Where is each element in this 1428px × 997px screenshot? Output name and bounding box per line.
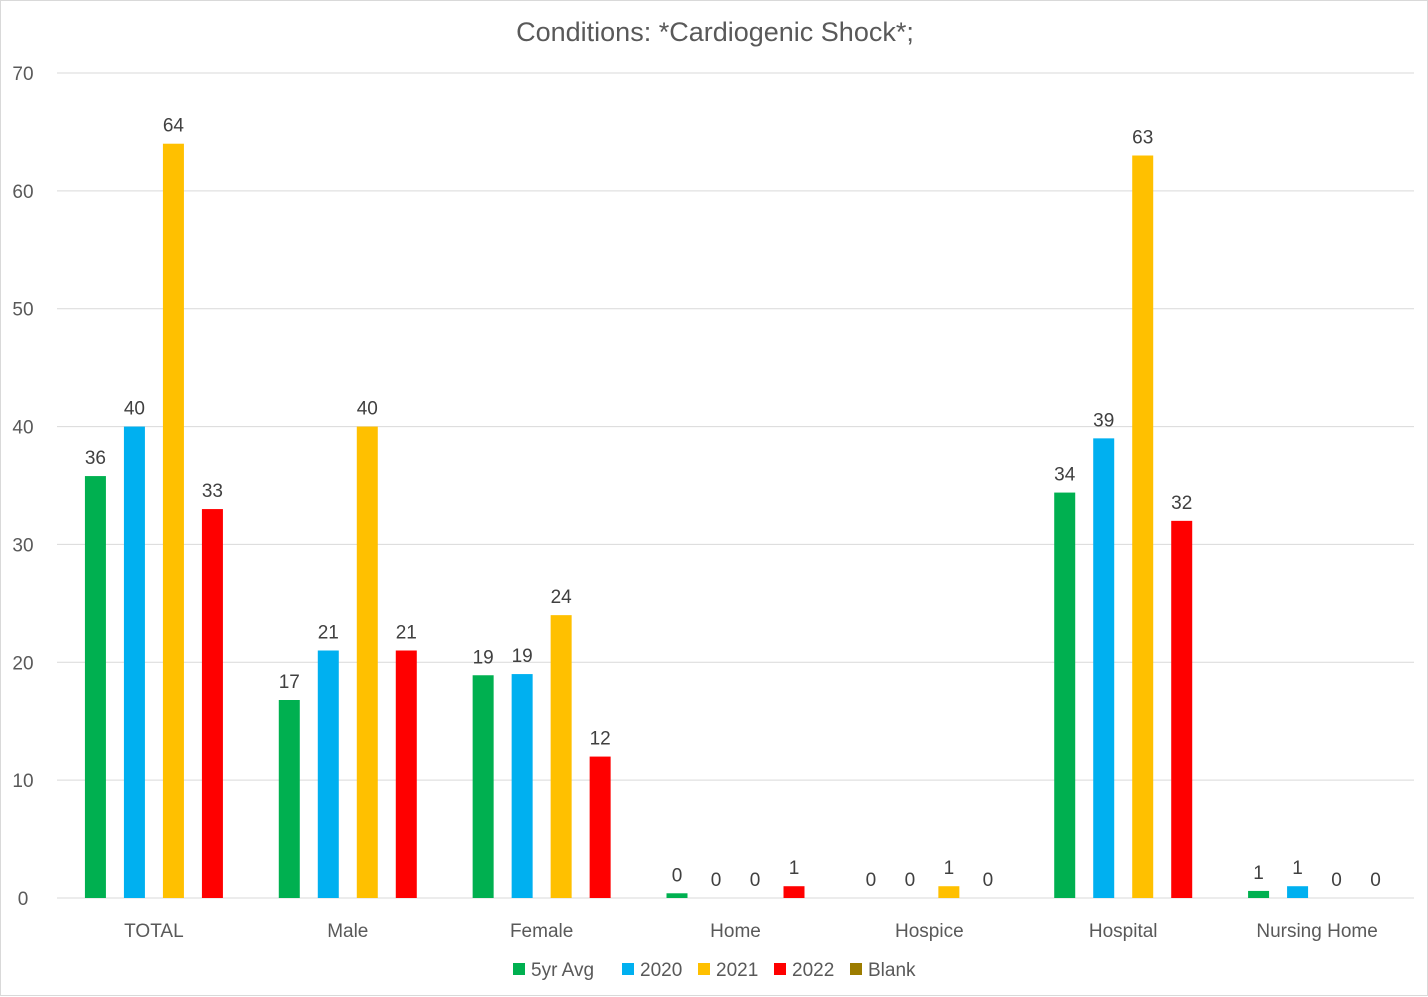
legend-label: 2021: [716, 960, 758, 981]
bar: [550, 615, 572, 898]
bar: [666, 893, 688, 898]
x-category-label: TOTAL: [124, 921, 183, 942]
data-label: 1: [1253, 863, 1264, 884]
y-tick-label: 40: [12, 418, 33, 439]
data-label: 0: [1331, 870, 1342, 891]
data-label: 0: [672, 865, 683, 886]
bars: [84, 143, 1309, 898]
y-axis-ticks: 0 10 20 30 40 50 60 70: [12, 64, 33, 910]
bar: [395, 650, 417, 898]
data-label: 1: [944, 858, 955, 879]
x-category-label: Hospital: [1089, 921, 1158, 942]
x-axis-categories: TOTAL Male Female Home Hospice Hospital Nursin…: [124, 921, 1378, 942]
x-category-label: Male: [327, 921, 368, 942]
bar: [201, 509, 223, 898]
y-tick-label: 20: [12, 653, 33, 674]
data-label: 34: [1054, 465, 1076, 486]
y-tick-label: 70: [12, 64, 33, 85]
bar: [1287, 886, 1309, 898]
bar: [278, 700, 300, 898]
data-label: 1: [1292, 858, 1303, 879]
data-label: 12: [590, 729, 611, 750]
data-label: 19: [512, 646, 533, 667]
data-label: 40: [357, 399, 378, 420]
x-category-label: Female: [510, 921, 573, 942]
legend-label: 5yr Avg: [531, 960, 594, 981]
data-label: 21: [318, 623, 339, 644]
bar: [317, 650, 339, 898]
x-category-label: Nursing Home: [1256, 921, 1377, 942]
bar: [1248, 890, 1270, 898]
legend-label: 2022: [792, 960, 834, 981]
bar: [356, 426, 378, 898]
data-label: 24: [551, 587, 573, 608]
data-labels: 36 40 64 33 17 21 40 21 19 19 24 12 0 0 0 1 0 0 1 0 34 39 63 32…: [85, 116, 1381, 891]
gridlines: [57, 72, 1414, 899]
y-tick-label: 30: [12, 535, 33, 556]
data-label: 0: [750, 870, 761, 891]
bar: [123, 426, 145, 898]
bar: [1132, 155, 1154, 898]
bar: [84, 476, 106, 898]
bar: [589, 756, 611, 898]
legend: 5yr Avg 2020 2021 2022 Blank: [513, 960, 916, 981]
chart-title: Conditions: *Cardiogenic Shock*;: [516, 17, 914, 47]
legend-swatch: [850, 963, 862, 975]
data-label: 17: [279, 672, 300, 693]
bar: [783, 886, 805, 898]
data-label: 0: [1370, 870, 1381, 891]
bar: [1171, 520, 1193, 898]
x-category-label: Home: [710, 921, 761, 942]
legend-swatch: [513, 963, 525, 975]
bar: [162, 143, 184, 898]
y-tick-label: 60: [12, 182, 33, 203]
data-label: 21: [396, 623, 417, 644]
y-tick-label: 50: [12, 300, 33, 321]
legend-label: Blank: [868, 960, 916, 981]
data-label: 40: [124, 399, 145, 420]
data-label: 36: [85, 448, 106, 469]
legend-swatch: [774, 963, 786, 975]
data-label: 1: [789, 858, 800, 879]
bar: [511, 674, 533, 898]
data-label: 0: [866, 870, 877, 891]
data-label: 0: [983, 870, 994, 891]
bar: [1093, 438, 1115, 898]
y-tick-label: 10: [12, 771, 33, 792]
bar: [1054, 492, 1076, 898]
data-label: 64: [163, 116, 185, 137]
bar: [938, 886, 960, 898]
data-label: 0: [905, 870, 916, 891]
data-label: 63: [1132, 128, 1153, 149]
legend-label: 2020: [640, 960, 682, 981]
legend-swatch: [622, 963, 634, 975]
data-label: 39: [1093, 410, 1114, 431]
data-label: 33: [202, 481, 223, 502]
x-category-label: Hospice: [895, 921, 964, 942]
legend-swatch: [698, 963, 710, 975]
data-label: 19: [473, 647, 494, 668]
bar: [472, 675, 494, 898]
data-label: 0: [711, 870, 722, 891]
y-tick-label: 0: [18, 889, 29, 910]
data-label: 32: [1171, 493, 1192, 514]
